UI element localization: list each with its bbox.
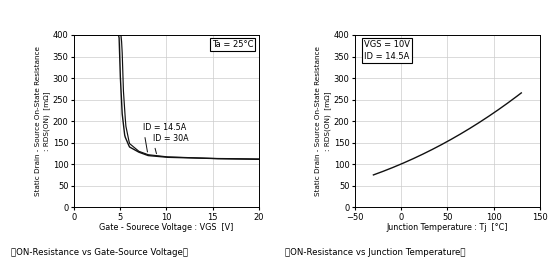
Text: ID = 14.5A: ID = 14.5A — [143, 123, 186, 152]
Y-axis label: Static Drain - Source On-State Resistance
: RDS(ON)  [mΩ]: Static Drain - Source On-State Resistanc… — [35, 46, 50, 196]
X-axis label: Junction Temperature : Tj  [°C]: Junction Temperature : Tj [°C] — [386, 223, 508, 232]
Y-axis label: Static Drain - Source On-State Resistance
: RDS(ON)  [mΩ]: Static Drain - Source On-State Resistanc… — [316, 46, 331, 196]
X-axis label: Gate - Sourece Voltage : VGS  [V]: Gate - Sourece Voltage : VGS [V] — [99, 223, 233, 232]
Text: ID = 30A: ID = 30A — [152, 134, 188, 154]
Text: 【ON-Resistance vs Junction Temperature】: 【ON-Resistance vs Junction Temperature】 — [285, 248, 465, 257]
Text: 【ON-Resistance vs Gate-Source Voltage】: 【ON-Resistance vs Gate-Source Voltage】 — [11, 248, 188, 257]
Text: VGS = 10V
ID = 14.5A: VGS = 10V ID = 14.5A — [364, 40, 410, 61]
Text: Ta = 25°C: Ta = 25°C — [212, 40, 253, 49]
